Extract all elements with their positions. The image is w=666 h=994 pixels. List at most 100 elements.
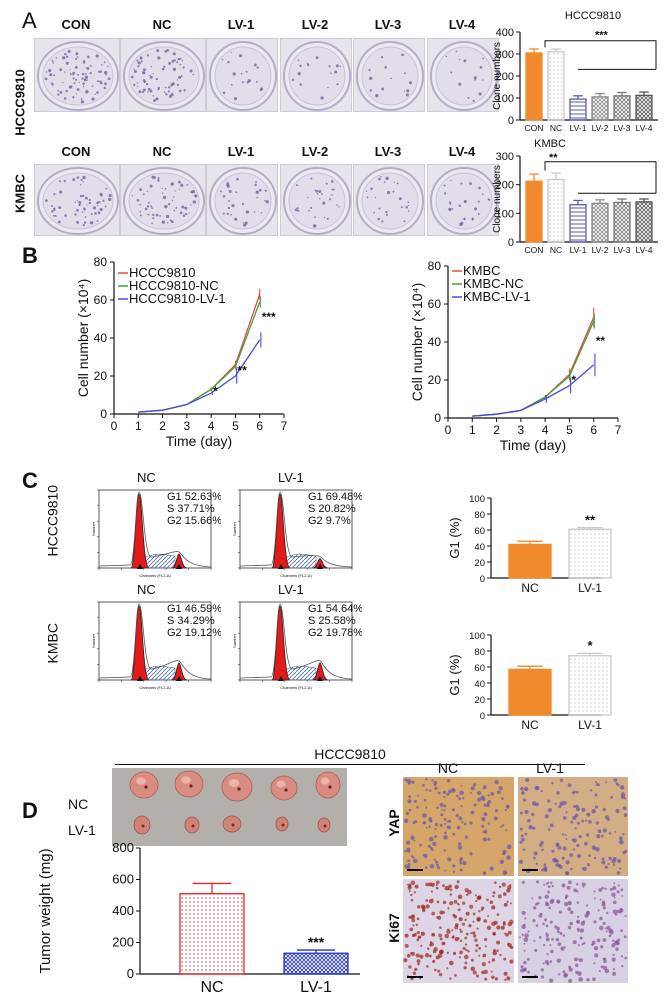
colony-dot [236, 177, 239, 181]
ihc-cell [600, 965, 604, 969]
colony-dot [76, 208, 79, 212]
ihc-cell [521, 880, 525, 884]
ihc-cell [520, 965, 524, 969]
ihc-cell [492, 894, 495, 898]
ihc-cell [494, 881, 497, 885]
ihc-cell [550, 949, 554, 954]
colony-dot [84, 196, 88, 200]
colony-dot [179, 63, 182, 66]
colony-dot [191, 190, 196, 194]
ihc-cell [533, 851, 538, 856]
ihc-cell [572, 838, 577, 843]
colony-dot [163, 65, 166, 68]
ihc-cell [444, 831, 447, 835]
peak-marker [137, 676, 182, 681]
significance-marker: ** [237, 363, 247, 377]
colony-dish-image [427, 38, 499, 112]
ihc-cell [403, 818, 409, 824]
colony-dot [53, 209, 56, 212]
ihc-cell [569, 853, 573, 857]
colony-dot [254, 183, 257, 187]
ihc-cell [490, 791, 495, 796]
ihc-cell [448, 789, 452, 794]
colony-dot [336, 204, 338, 206]
ihc-cell [613, 882, 616, 885]
ihc-cell [618, 910, 623, 914]
ihc-cell [542, 962, 545, 965]
dish-column-label: LV-4 [448, 144, 476, 159]
ihc-cell [540, 975, 545, 979]
colony-dot [190, 204, 192, 206]
ihc-cell [579, 928, 584, 933]
colony-dot [86, 67, 90, 70]
tumor-vessel [231, 823, 235, 827]
colony-dot [478, 92, 482, 96]
colony-dot [149, 74, 151, 77]
ihc-cell [573, 888, 578, 893]
y-tick-label: 400 [112, 903, 134, 918]
ihc-cell [563, 901, 569, 907]
colony-dot [403, 220, 406, 223]
ihc-cell [585, 904, 589, 907]
g1-peak [130, 493, 150, 569]
y-tick-label: 80 [428, 259, 442, 273]
colony-dish-image [280, 38, 352, 112]
ihc-cell [577, 944, 580, 947]
ihc-cell [407, 883, 410, 886]
ihc-cell [593, 897, 596, 900]
ihc-cell [612, 863, 615, 866]
ihc-cell [413, 799, 417, 803]
colony-dot [482, 193, 484, 196]
ihc-cell [491, 958, 496, 962]
colony-dot [168, 203, 171, 206]
ihc-cell [414, 884, 419, 889]
ihc-cell [434, 827, 437, 831]
colony-dot [82, 175, 86, 180]
ihc-cell [408, 965, 412, 969]
x-category-label: LV-1 [570, 245, 587, 255]
colony-dot [256, 66, 259, 69]
colony-dot [256, 196, 259, 199]
ihc-cell [584, 819, 588, 822]
colony-dot [150, 205, 153, 208]
ihc-cell [519, 827, 523, 831]
ihc-cell [566, 885, 571, 890]
ihc-cell [585, 911, 591, 916]
colony-dot [84, 72, 87, 75]
colony-dot [63, 97, 67, 100]
ihc-cell [578, 834, 582, 839]
colony-dot [142, 88, 146, 92]
ihc-cell [422, 784, 425, 787]
ihc-cell [442, 884, 445, 888]
ihc-cell [430, 890, 433, 893]
ihc-cell [502, 921, 506, 924]
colony-dot [95, 54, 99, 58]
ihc-cell [602, 921, 606, 925]
colony-dot [153, 99, 156, 102]
x-axis-label: Time (day) [166, 433, 232, 449]
ihc-cell [607, 863, 610, 866]
ihc-cell [519, 936, 521, 939]
colony-dot [65, 61, 69, 65]
colony-dot [155, 97, 159, 101]
colony-dot [255, 180, 258, 183]
colony-dot [222, 58, 224, 61]
ihc-cell [602, 828, 607, 833]
ihc-cell [506, 855, 511, 860]
colony-dot [315, 189, 319, 193]
colony-dot [458, 82, 462, 86]
ihc-cell [457, 937, 460, 940]
x-tick-label: 4 [542, 423, 549, 437]
colony-dot [469, 182, 472, 185]
ihc-cell [423, 853, 428, 859]
histogram-sample-label: LV-1 [278, 582, 304, 597]
histogram-frame [239, 489, 353, 569]
ihc-cell [439, 802, 444, 807]
colony-dot [99, 208, 102, 210]
colony-dot [244, 221, 248, 225]
y-tick-label: 600 [112, 872, 134, 887]
ihc-cell [554, 925, 558, 929]
colony-dot [172, 67, 177, 71]
colony-dot [96, 80, 100, 83]
ihc-cell [579, 936, 583, 940]
